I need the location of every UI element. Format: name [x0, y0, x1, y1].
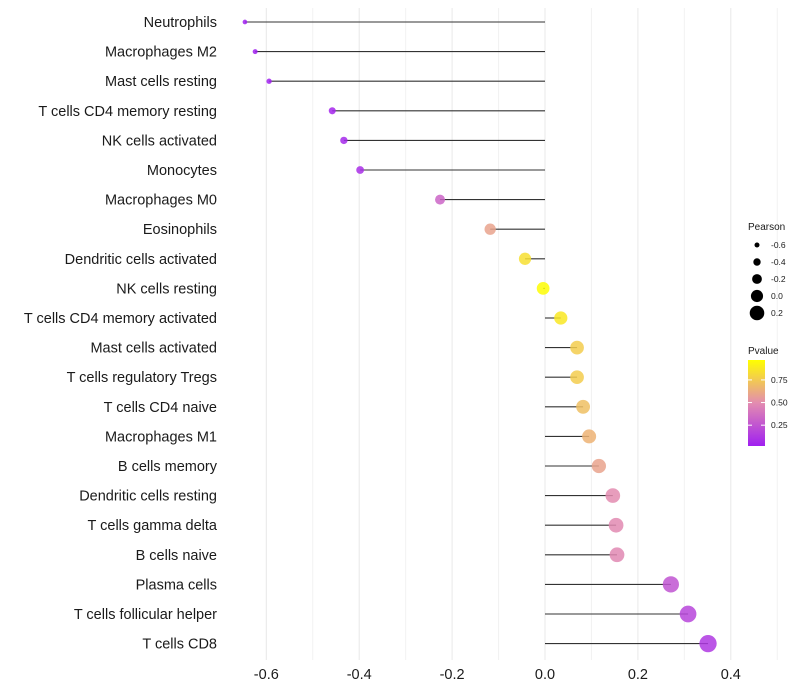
x-tick-label: -0.4 — [347, 667, 372, 683]
y-axis-label: Neutrophils — [144, 15, 217, 31]
grid-lines — [265, 8, 778, 660]
size-legend-label: 0.0 — [771, 291, 783, 301]
y-axis-label: Plasma cells — [136, 577, 217, 593]
y-axis-label: B cells memory — [118, 459, 218, 475]
y-axis-label: Dendritic cells activated — [65, 252, 217, 268]
x-tick-label: 0.4 — [721, 667, 741, 683]
color-legend-ticks: 0.75 0.50 0.25 — [748, 375, 788, 430]
lollipop-segments — [244, 21, 709, 645]
colorbar-label: 0.25 — [771, 420, 788, 430]
x-tick-label: -0.2 — [440, 667, 465, 683]
y-axis-label: NK cells resting — [116, 281, 217, 297]
size-legend-key — [753, 258, 761, 266]
lollipop-point — [554, 311, 568, 325]
y-axis-label: Mast cells resting — [105, 74, 217, 90]
y-axis-label: Macrophages M1 — [105, 429, 217, 445]
size-legend-key — [754, 242, 760, 248]
y-axis-label: Dendritic cells resting — [79, 489, 217, 505]
y-axis-label: T cells CD8 — [142, 637, 217, 653]
x-tick-label: 0.0 — [535, 667, 555, 683]
x-tick-label: 0.2 — [628, 667, 648, 683]
size-legend-label: -0.6 — [771, 240, 786, 250]
lollipop-point — [609, 547, 625, 563]
lollipop-point — [242, 19, 248, 25]
lollipop-point — [340, 136, 348, 145]
lollipop-point — [266, 78, 272, 84]
lollipop-point — [536, 282, 550, 295]
y-axis-label: T cells CD4 naive — [104, 400, 217, 416]
pvalue-colorbar — [748, 360, 765, 446]
y-axis-label: T cells regulatory Tregs — [67, 370, 217, 386]
y-axis-label: Macrophages M2 — [105, 45, 217, 61]
colorbar-label: 0.50 — [771, 398, 788, 408]
y-axis-label: T cells CD4 memory resting — [38, 104, 217, 120]
y-axis-label: T cells CD4 memory activated — [24, 311, 217, 327]
colorbar-label: 0.75 — [771, 375, 788, 385]
y-axis-labels: Neutrophils Macrophages M2 Mast cells rest… — [24, 15, 218, 653]
size-legend-label: 0.2 — [771, 308, 783, 318]
lollipop-point — [518, 252, 532, 265]
lollipop-point — [699, 634, 717, 653]
lollipop-point — [356, 166, 365, 174]
y-axis-label: T cells follicular helper — [74, 607, 217, 623]
lollipop-point — [582, 429, 597, 444]
y-axis-label: NK cells activated — [102, 133, 217, 149]
y-axis-label: Mast cells activated — [90, 341, 217, 357]
legend: Pearson -0.6-0.4-0.20.00.2 Pvalue 0.750.… — [748, 222, 788, 446]
lollipop-point — [679, 605, 697, 623]
size-legend-key — [752, 274, 762, 284]
lollipop-point — [252, 49, 258, 55]
size-legend-entries: -0.6 -0.4 -0.2 0.0 0.2 — [749, 240, 786, 321]
size-legend-key — [750, 289, 764, 303]
lollipop-point — [570, 340, 584, 355]
x-tick-label: -0.6 — [254, 667, 279, 683]
y-axis-label: B cells naive — [136, 548, 217, 564]
lollipop-point — [328, 107, 336, 115]
lollipop-point — [591, 458, 607, 474]
size-legend-key — [749, 305, 765, 321]
size-legend-label: -0.2 — [771, 274, 786, 284]
lollipop-point — [576, 399, 591, 414]
lollipop-point — [435, 194, 446, 205]
legend-color-title: Pvalue — [748, 346, 779, 357]
y-axis-label: Monocytes — [147, 163, 217, 179]
y-axis-label: Macrophages M0 — [105, 193, 217, 209]
lollipop-point — [484, 223, 496, 235]
size-legend-label: -0.4 — [771, 257, 786, 267]
y-axis-label: Eosinophils — [143, 222, 217, 238]
y-axis-label: T cells gamma delta — [88, 518, 218, 534]
x-axis-tick-labels: -0.6 -0.4 -0.2 0.0 0.2 0.4 — [254, 667, 741, 683]
lollipop-point — [570, 370, 584, 385]
lollipop-point — [605, 488, 621, 503]
lollipop-point — [662, 576, 679, 593]
lollipop-point — [608, 517, 624, 533]
lollipop-points — [242, 19, 717, 653]
legend-size-title: Pearson — [748, 222, 785, 233]
